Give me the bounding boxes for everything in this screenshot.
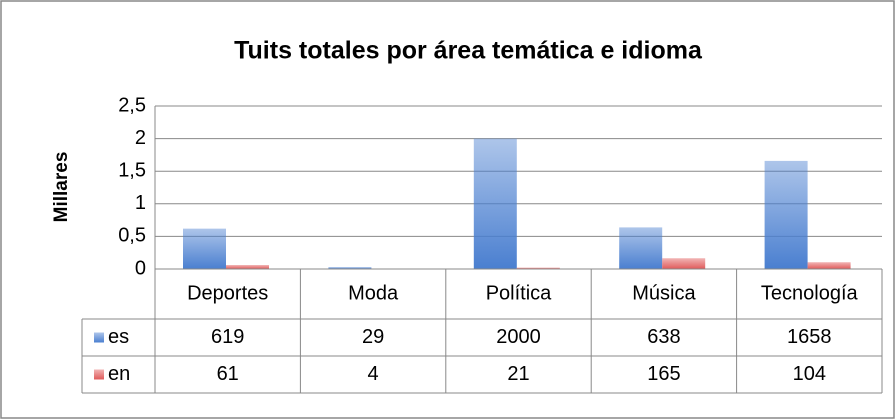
table-value: 165 <box>647 363 680 385</box>
bar <box>328 267 372 269</box>
bar <box>226 265 269 269</box>
bar <box>662 258 706 269</box>
legend-label: en <box>108 363 130 385</box>
table-value: 638 <box>647 326 680 348</box>
x-tick-label: Deportes <box>187 282 268 304</box>
bar <box>183 228 226 269</box>
table-value: 61 <box>217 363 239 385</box>
legend-swatch <box>94 369 104 380</box>
bar <box>516 267 560 269</box>
table-value: 29 <box>362 326 384 348</box>
y-tick-label: 1 <box>135 192 146 214</box>
table-value: 4 <box>368 363 379 385</box>
legend-label: es <box>108 326 129 348</box>
bar <box>473 138 517 269</box>
table-value: 21 <box>507 363 529 385</box>
table-value: 619 <box>211 326 244 348</box>
table-value: 1658 <box>787 326 832 348</box>
y-tick-label: 0 <box>135 257 146 279</box>
y-tick-label: 2,5 <box>118 94 146 116</box>
x-tick-label: Tecnología <box>761 282 859 304</box>
chart-title: Tuits totales por área temática e idioma <box>234 37 703 65</box>
y-tick-label: 0,5 <box>118 225 146 247</box>
bar <box>764 160 808 269</box>
bar <box>807 262 851 269</box>
table-value: 2000 <box>496 326 541 348</box>
legend-swatch <box>94 332 104 343</box>
x-tick-label: Política <box>486 282 552 304</box>
y-tick-label: 1,5 <box>118 159 146 181</box>
bar <box>619 227 663 269</box>
y-tick-label: 2 <box>135 127 146 149</box>
x-tick-label: Música <box>632 282 696 304</box>
x-tick-label: Moda <box>348 282 399 304</box>
y-axis-title: Millares <box>51 152 72 223</box>
table-value: 104 <box>793 363 826 385</box>
